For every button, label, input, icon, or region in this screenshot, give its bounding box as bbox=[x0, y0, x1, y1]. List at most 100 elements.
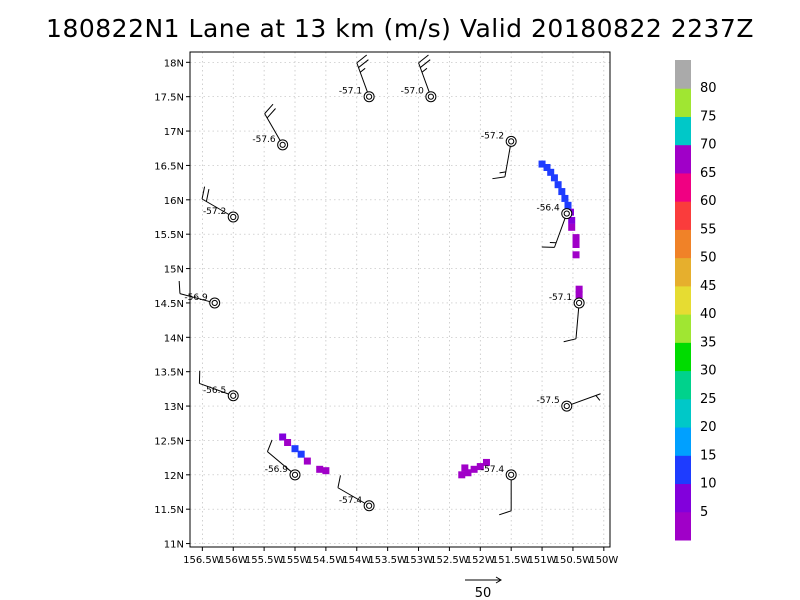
observation-point bbox=[568, 216, 576, 224]
station-inner-circle bbox=[427, 93, 434, 100]
x-tick-label: 151W bbox=[528, 555, 557, 566]
station: -57.4 bbox=[481, 465, 517, 516]
station-inner-circle bbox=[230, 392, 237, 399]
x-tick-label: 152.5W bbox=[430, 555, 469, 566]
barb-half bbox=[421, 67, 428, 73]
observation-point bbox=[558, 188, 566, 196]
station-temp-label: -57.2 bbox=[481, 131, 504, 141]
barb-staff bbox=[566, 393, 601, 407]
station-circle bbox=[425, 91, 437, 103]
colorbar-segment bbox=[675, 88, 691, 117]
station: -57.4 bbox=[337, 475, 375, 512]
observation-point bbox=[284, 439, 292, 446]
barb-full bbox=[563, 338, 577, 343]
y-tick-label: 17N bbox=[164, 127, 184, 138]
barb-staff bbox=[575, 302, 580, 339]
y-tick-label: 17.5N bbox=[154, 93, 184, 104]
x-tick-label: 150W bbox=[589, 555, 618, 566]
station: -57.0 bbox=[401, 54, 437, 103]
station-inner-circle bbox=[366, 502, 373, 509]
colorbar-segment bbox=[675, 314, 691, 343]
station: -56.9 bbox=[265, 439, 301, 481]
chart-title: 180822N1 Lane at 13 km (m/s) Valid 20180… bbox=[46, 14, 754, 43]
colorbar: 5 10 15 20 25 30 35 40 45 50 55 60 65 70 75 80 bbox=[675, 60, 717, 541]
colorbar-segment bbox=[675, 370, 691, 400]
colorbar-label: 15 bbox=[700, 448, 717, 463]
station-circle bbox=[209, 297, 221, 309]
colorbar-label: 70 bbox=[700, 138, 717, 153]
station-temp-label: -57.4 bbox=[481, 465, 505, 475]
x-tick-label: 156W bbox=[219, 555, 248, 566]
barb-staff bbox=[201, 198, 234, 218]
x-tick-label: 155.5W bbox=[245, 555, 284, 566]
station-inner-circle bbox=[211, 299, 218, 307]
station-inner-circle bbox=[279, 141, 286, 148]
colorbar-label: 75 bbox=[700, 109, 717, 124]
station: -57.1 bbox=[339, 54, 375, 103]
colorbar-segment bbox=[675, 201, 691, 230]
observation-point bbox=[316, 465, 324, 473]
barb-full bbox=[419, 59, 431, 68]
colorbar-segment bbox=[675, 398, 691, 428]
axis-layer: 156.5W156W155.5W155W154.5W154W153.5W153W… bbox=[154, 51, 618, 566]
y-tick-label: 16N bbox=[164, 196, 184, 207]
colorbar-label: 35 bbox=[700, 335, 717, 350]
colorbar-label: 50 bbox=[700, 251, 717, 266]
y-tick-label: 18N bbox=[164, 58, 184, 69]
station: -57.2 bbox=[201, 186, 239, 223]
y-tick-label: 12N bbox=[164, 471, 184, 482]
colorbar-label: 40 bbox=[700, 307, 717, 322]
observation-point bbox=[568, 223, 576, 231]
plot-frame bbox=[189, 51, 611, 548]
station-inner-circle bbox=[576, 299, 583, 307]
colorbar-segment bbox=[675, 116, 691, 146]
x-tick-label: 150.5W bbox=[554, 555, 593, 566]
barb-half bbox=[499, 171, 506, 174]
colorbar-label: 45 bbox=[700, 279, 717, 294]
grid-layer bbox=[190, 52, 610, 547]
station-inner-circle bbox=[508, 471, 515, 478]
station-temp-label: -57.4 bbox=[339, 496, 363, 506]
colorbar-label: 10 bbox=[700, 477, 717, 492]
station-temp-label: -57.0 bbox=[401, 87, 425, 97]
colorbar-segment bbox=[675, 483, 691, 513]
y-tick-label: 14.5N bbox=[154, 299, 184, 310]
station-circle bbox=[573, 297, 585, 309]
observation-point bbox=[538, 160, 546, 168]
station-circle bbox=[277, 139, 289, 151]
observation-point bbox=[575, 291, 583, 299]
colorbar-segment bbox=[675, 511, 691, 541]
station-circle bbox=[363, 91, 375, 103]
station-temp-label: -57.6 bbox=[252, 135, 276, 145]
colorbar-label: 20 bbox=[700, 420, 717, 435]
colorbar-label: 55 bbox=[700, 222, 717, 237]
colorbar-segment bbox=[675, 427, 691, 456]
observation-point bbox=[476, 463, 484, 471]
observation-point bbox=[550, 174, 558, 182]
observation-point bbox=[561, 194, 569, 202]
barb-full bbox=[178, 280, 181, 294]
station-circle bbox=[505, 469, 517, 481]
observation-point bbox=[291, 445, 299, 453]
station-circle bbox=[227, 211, 239, 223]
y-tick-label: 12.5N bbox=[154, 436, 184, 447]
y-tick-label: 11N bbox=[164, 540, 184, 551]
observation-point bbox=[547, 168, 555, 176]
station: -57.5 bbox=[536, 393, 601, 412]
station-temp-label: -56.5 bbox=[203, 386, 226, 396]
observation-point bbox=[572, 234, 580, 242]
observation-point bbox=[279, 433, 287, 441]
observation-point bbox=[461, 464, 469, 472]
y-tick-label: 16.5N bbox=[154, 161, 184, 172]
station-temp-label: -56.9 bbox=[265, 465, 289, 475]
observation-point bbox=[458, 471, 466, 479]
colorbar-segment bbox=[675, 257, 691, 287]
y-tick-label: 15.5N bbox=[154, 230, 184, 241]
y-tick-label: 13N bbox=[164, 402, 184, 413]
y-tick-label: 14N bbox=[164, 333, 184, 344]
barb-full bbox=[356, 54, 368, 64]
x-tick-label: 153W bbox=[404, 555, 433, 566]
station-circle bbox=[363, 500, 375, 512]
station: -57.1 bbox=[549, 293, 585, 343]
